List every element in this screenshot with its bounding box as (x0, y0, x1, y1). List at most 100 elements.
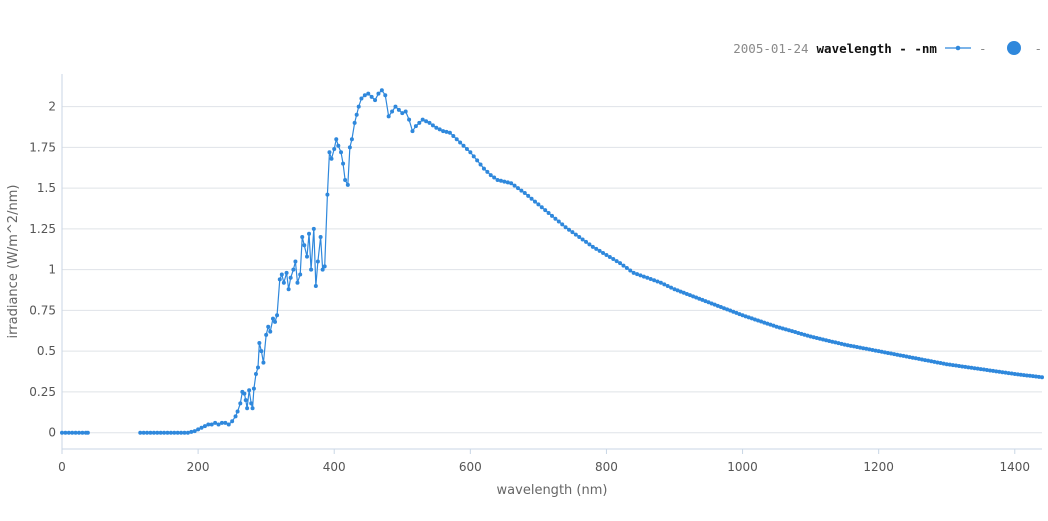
data-point[interactable] (80, 430, 85, 435)
data-point[interactable] (641, 274, 646, 279)
data-point[interactable] (929, 359, 934, 364)
data-point[interactable] (984, 367, 989, 372)
data-point[interactable] (259, 349, 264, 354)
data-point[interactable] (703, 299, 708, 304)
data-point[interactable] (895, 352, 900, 357)
data-point[interactable] (655, 279, 660, 284)
data-point[interactable] (919, 357, 924, 362)
data-point[interactable] (145, 430, 150, 435)
data-point[interactable] (563, 225, 568, 230)
data-point[interactable] (275, 313, 280, 318)
data-point[interactable] (618, 261, 623, 266)
data-point[interactable] (495, 177, 500, 182)
data-point[interactable] (343, 177, 348, 182)
data-point[interactable] (594, 246, 599, 251)
data-point[interactable] (885, 350, 890, 355)
data-point[interactable] (293, 259, 298, 264)
data-point[interactable] (196, 427, 201, 432)
data-point[interactable] (454, 137, 459, 142)
data-point[interactable] (468, 150, 473, 155)
data-point[interactable] (830, 339, 835, 344)
data-point[interactable] (199, 425, 204, 430)
legend-series-label[interactable]: wavelength - -nm (816, 40, 937, 56)
data-point[interactable] (997, 369, 1002, 374)
data-point[interactable] (969, 365, 974, 370)
data-point[interactable] (519, 188, 524, 193)
data-point[interactable] (307, 231, 312, 236)
data-point[interactable] (512, 183, 517, 188)
data-point[interactable] (947, 362, 952, 367)
data-point[interactable] (230, 419, 235, 424)
data-point[interactable] (573, 232, 578, 237)
data-point[interactable] (743, 314, 748, 319)
data-point[interactable] (261, 360, 266, 365)
data-point[interactable] (975, 366, 980, 371)
data-point[interactable] (390, 109, 395, 114)
data-point[interactable] (223, 420, 228, 425)
data-point[interactable] (556, 219, 561, 224)
data-point[interactable] (954, 363, 959, 368)
data-point[interactable] (322, 264, 327, 269)
data-point[interactable] (684, 291, 689, 296)
data-point[interactable] (332, 147, 337, 151)
data-point[interactable] (245, 406, 250, 411)
data-point[interactable] (628, 268, 633, 273)
data-point[interactable] (158, 430, 163, 435)
data-point[interactable] (737, 312, 742, 317)
data-point[interactable] (424, 119, 429, 124)
data-point[interactable] (1021, 373, 1026, 378)
data-point[interactable] (315, 259, 320, 264)
data-point[interactable] (694, 295, 699, 300)
data-point[interactable] (302, 243, 307, 248)
data-point[interactable] (1027, 373, 1032, 378)
data-point[interactable] (876, 349, 881, 354)
data-point[interactable] (746, 315, 751, 320)
data-point[interactable] (957, 363, 962, 368)
data-point[interactable] (740, 313, 745, 318)
data-point[interactable] (1009, 371, 1014, 376)
data-point[interactable] (752, 317, 757, 322)
data-point[interactable] (867, 347, 872, 352)
data-point[interactable] (963, 364, 968, 369)
data-point[interactable] (515, 186, 520, 191)
data-point[interactable] (478, 162, 483, 167)
data-point[interactable] (238, 401, 243, 406)
data-point[interactable] (1018, 372, 1023, 377)
data-point[interactable] (250, 406, 255, 411)
data-point[interactable] (539, 205, 544, 210)
data-point[interactable] (543, 208, 548, 213)
data-point[interactable] (206, 422, 211, 427)
data-point[interactable] (734, 310, 739, 315)
data-point[interactable] (672, 287, 677, 292)
data-point[interactable] (1040, 375, 1044, 380)
data-point[interactable] (715, 303, 720, 308)
data-point[interactable] (400, 111, 405, 116)
data-point[interactable] (842, 342, 847, 347)
data-point[interactable] (697, 296, 702, 301)
data-point[interactable] (916, 356, 921, 361)
data-point[interactable] (347, 145, 352, 150)
data-point[interactable] (675, 288, 680, 293)
data-point[interactable] (247, 388, 252, 393)
data-point[interactable] (824, 338, 829, 343)
data-point[interactable] (669, 285, 674, 290)
data-point[interactable] (966, 365, 971, 370)
data-point[interactable] (904, 354, 909, 359)
data-point[interactable] (759, 319, 764, 324)
data-point[interactable] (85, 430, 90, 435)
data-point[interactable] (873, 348, 878, 353)
data-point[interactable] (256, 365, 260, 370)
data-point[interactable] (991, 368, 996, 373)
series-wavelength[interactable] (60, 88, 1044, 435)
data-point[interactable] (864, 346, 869, 351)
data-point[interactable] (77, 430, 82, 435)
data-point[interactable] (334, 137, 339, 142)
data-point[interactable] (410, 129, 415, 134)
data-point[interactable] (298, 272, 303, 277)
data-point[interactable] (279, 272, 284, 277)
data-point[interactable] (179, 430, 184, 435)
data-point[interactable] (434, 125, 439, 130)
data-point[interactable] (172, 430, 177, 435)
data-point[interactable] (396, 107, 401, 112)
data-point[interactable] (192, 429, 197, 434)
